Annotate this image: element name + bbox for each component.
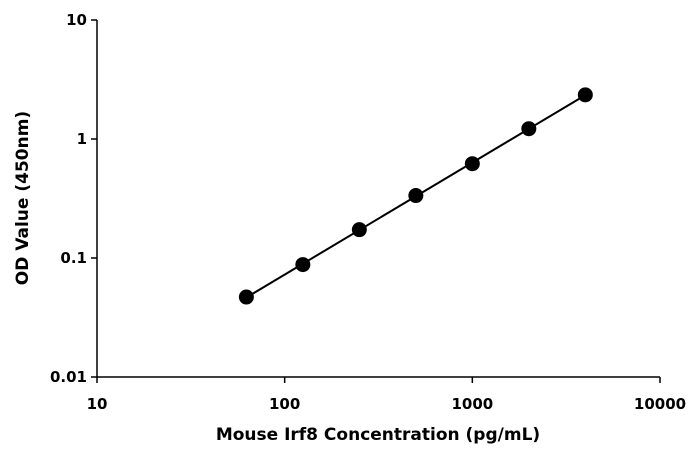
data-point: [295, 257, 311, 273]
y-tick-label: 0.01: [50, 368, 87, 386]
x-tick-label: 100: [269, 395, 300, 413]
x-tick-label: 10: [87, 395, 108, 413]
x-tick-label: 1000: [451, 395, 493, 413]
axes: [96, 20, 660, 378]
data-point: [464, 156, 480, 172]
data-point: [351, 222, 367, 238]
x-axis-title: Mouse Irf8 Concentration (pg/mL): [216, 425, 540, 445]
data-point: [408, 188, 424, 204]
y-ticks: 0.01 0.1 1 10: [50, 11, 97, 386]
x-ticks: 10 100 1000 10000: [87, 377, 686, 413]
data-point: [577, 87, 593, 103]
y-axis-title: OD Value (450nm): [13, 111, 33, 285]
points-layer: [238, 87, 593, 305]
y-tick-label: 1: [77, 130, 87, 148]
y-tick-label: 10: [66, 11, 87, 29]
y-tick-label: 0.1: [60, 249, 87, 267]
x-tick-label: 10000: [634, 395, 686, 413]
data-point: [238, 289, 254, 305]
data-point: [521, 121, 537, 137]
